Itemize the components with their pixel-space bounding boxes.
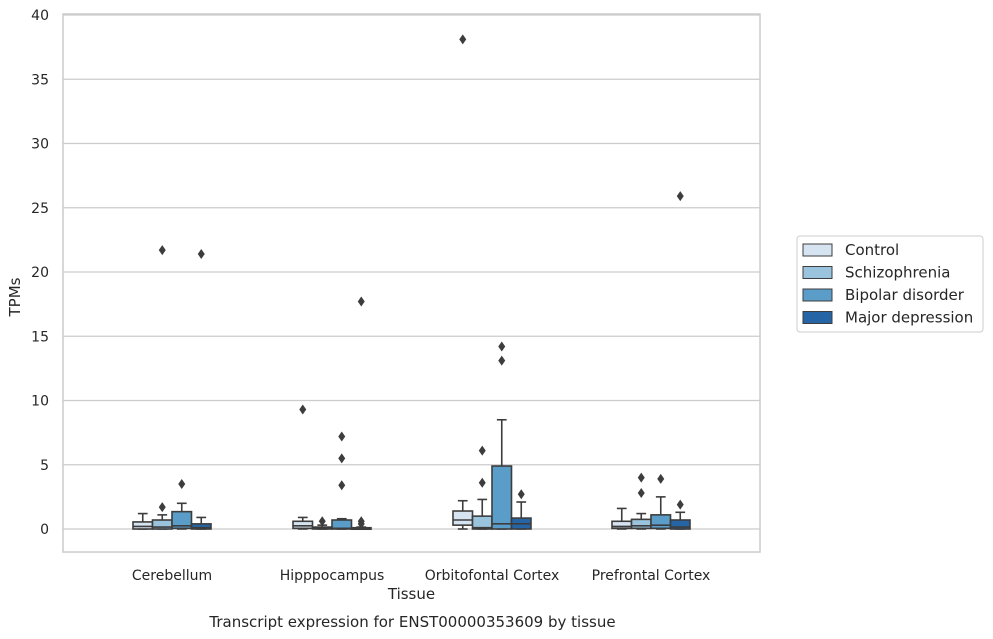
box-schizophrenia xyxy=(311,516,333,530)
outlier-point xyxy=(318,516,326,527)
y-axis-ticks: 0 5 10 15 20 25 30 35 40 xyxy=(31,8,49,538)
box xyxy=(611,520,633,530)
legend-swatch xyxy=(802,266,833,279)
x-axis-ticks: Cerebellum Hipppocampus Orbitofontal Corte… xyxy=(132,568,710,584)
legend-label: Bipolar disorder xyxy=(845,286,965,304)
box xyxy=(669,519,691,530)
box-major-depression xyxy=(510,489,532,530)
outlier-point xyxy=(178,479,186,490)
legend-swatch xyxy=(802,288,833,302)
legend-label: Control xyxy=(845,241,899,259)
box-schizophrenia xyxy=(471,445,493,530)
x-tick-label: Prefrontal Cortex xyxy=(592,568,711,584)
box xyxy=(292,520,314,530)
y-tick-label: 40 xyxy=(31,8,49,24)
box-bipolar-disorder xyxy=(171,479,193,530)
outlier-point xyxy=(657,473,665,484)
y-tick-label: 10 xyxy=(31,394,49,410)
box-control xyxy=(611,507,633,530)
box xyxy=(190,523,212,530)
y-tick-label: 0 xyxy=(40,522,49,538)
box-bipolar-disorder xyxy=(331,431,353,530)
legend-label: Major depression xyxy=(845,309,973,327)
box-bipolar-disorder xyxy=(491,341,513,530)
box xyxy=(650,514,672,530)
outlier-point xyxy=(676,191,684,202)
x-tick-label: Orbitofontal Cortex xyxy=(425,568,560,584)
outlier-point xyxy=(357,296,365,307)
box-plot-series xyxy=(132,34,691,531)
box-control xyxy=(452,34,474,530)
outlier-point xyxy=(299,404,307,415)
outlier-point xyxy=(338,431,346,442)
box-schizophrenia xyxy=(630,472,652,530)
y-axis-title: TPMs xyxy=(6,277,24,317)
y-tick-label: 25 xyxy=(31,201,49,217)
y-tick-label: 5 xyxy=(40,458,49,474)
y-tick-label: 35 xyxy=(31,72,49,88)
box-control xyxy=(292,404,314,530)
y-tick-label: 20 xyxy=(31,265,49,281)
box-bipolar-disorder xyxy=(650,473,672,530)
outlier-point xyxy=(459,34,467,45)
legend-label: Schizophrenia xyxy=(845,264,950,282)
outlier-point xyxy=(498,355,506,366)
box xyxy=(171,510,193,530)
y-tick-label: 30 xyxy=(31,137,49,153)
outlier-point xyxy=(637,472,645,483)
outlier-point xyxy=(478,477,486,488)
outlier-point xyxy=(637,488,645,499)
legend-swatch xyxy=(802,243,833,257)
gridlines xyxy=(63,14,760,530)
box-major-depression xyxy=(350,296,372,531)
chart-caption: Transcript expression for ENST0000035360… xyxy=(208,613,615,631)
box-schizophrenia xyxy=(151,245,173,530)
x-tick-label: Cerebellum xyxy=(132,568,212,584)
outlier-point xyxy=(478,445,486,456)
outlier-point xyxy=(338,453,346,464)
box xyxy=(452,510,474,526)
outlier-point xyxy=(517,489,525,500)
outlier-point xyxy=(676,499,684,510)
outlier-point xyxy=(158,502,166,513)
outlier-point xyxy=(197,249,205,260)
outlier-point xyxy=(158,245,166,256)
box xyxy=(132,521,154,530)
box-major-depression xyxy=(190,249,212,530)
legend: Control Schizophrenia Bipolar disorder Majo… xyxy=(796,235,984,333)
outlier-point xyxy=(357,518,365,529)
box xyxy=(491,465,513,530)
legend-swatch xyxy=(802,311,833,324)
x-axis-title: Tissue xyxy=(387,585,435,603)
x-tick-label: Hipppocampus xyxy=(280,568,385,584)
outlier-point xyxy=(498,341,506,352)
box-major-depression xyxy=(669,191,691,530)
box xyxy=(630,518,652,530)
outlier-point xyxy=(338,480,346,491)
box-control xyxy=(132,512,154,530)
plot-frame xyxy=(62,13,761,553)
legend-frame xyxy=(796,235,984,333)
y-tick-label: 15 xyxy=(31,329,49,345)
